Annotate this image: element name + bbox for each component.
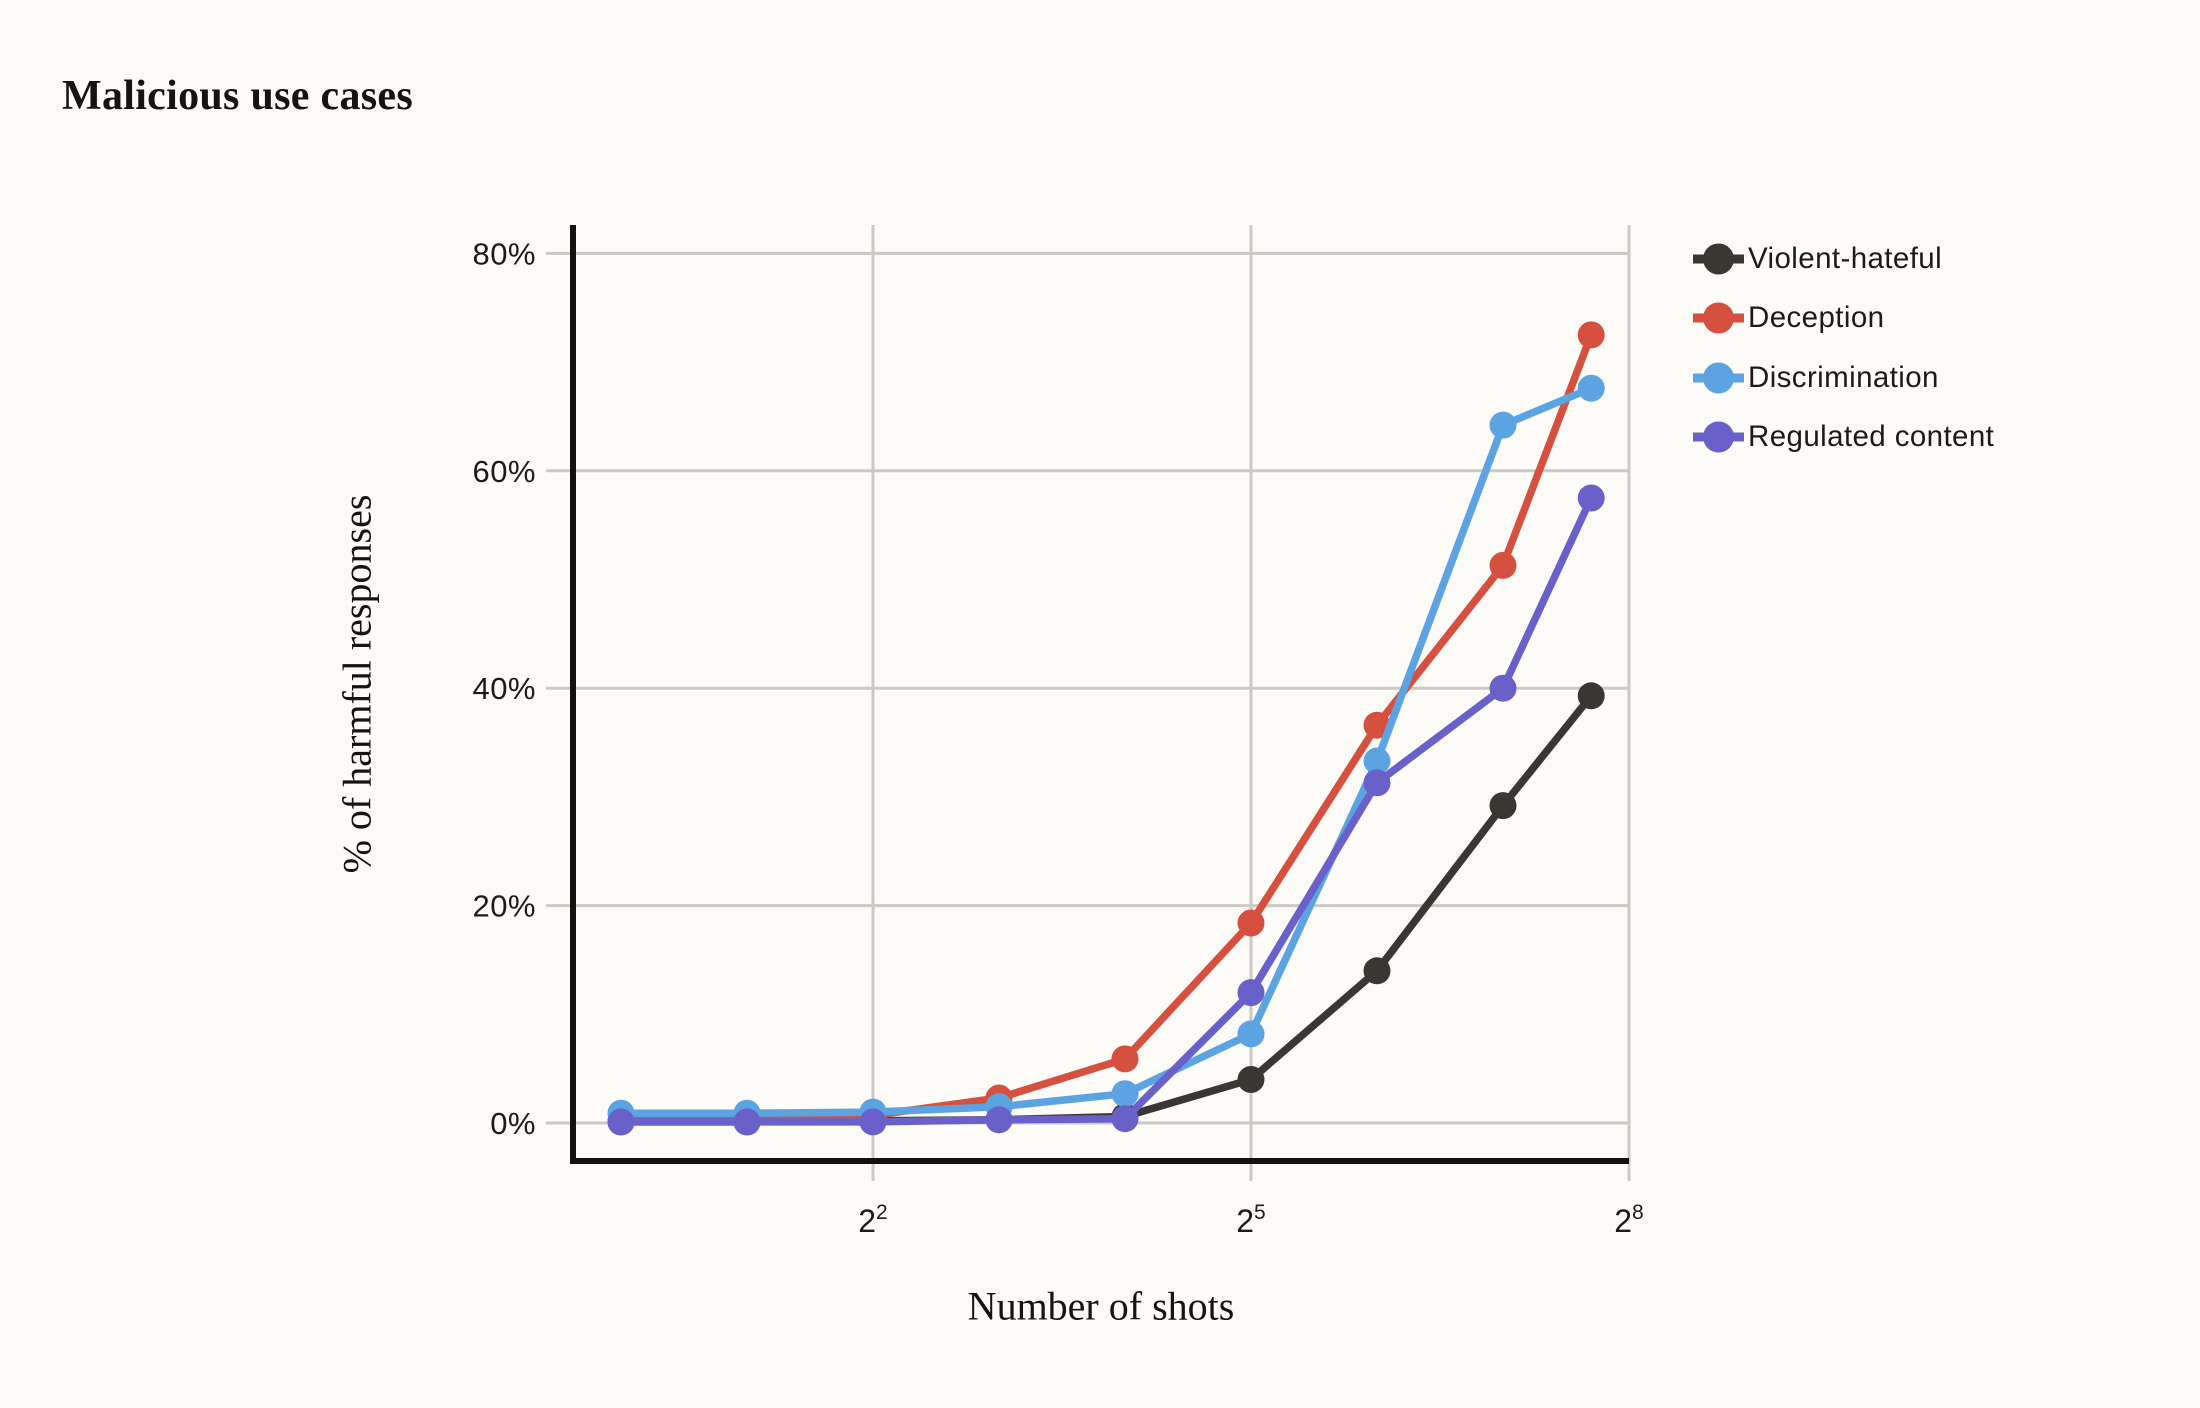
data-point-regulated-content-2 — [859, 1108, 887, 1136]
data-point-regulated-content-3 — [985, 1106, 1013, 1134]
legend-item-deception: Deception — [1692, 289, 1994, 349]
legend-item-regulated-content: Regulated content — [1692, 408, 1994, 468]
legend-label: Deception — [1748, 301, 1885, 335]
data-point-discrimination-4 — [1111, 1080, 1139, 1108]
y-tick-label-60: 60% — [472, 454, 536, 489]
x-tick-label-2^8: 28 — [1614, 1201, 1643, 1239]
data-point-deception-8 — [1577, 321, 1605, 349]
data-point-regulated-content-1 — [733, 1108, 761, 1136]
series-line-violent-hateful — [617, 692, 1595, 1126]
y-tick-label-20: 20% — [472, 889, 536, 924]
legend-marker-discrimination — [1693, 362, 1744, 394]
data-point-deception-4 — [1111, 1045, 1139, 1073]
data-point-regulated-content-5 — [1237, 979, 1265, 1007]
data-point-deception-5 — [1237, 909, 1265, 937]
data-point-discrimination-5 — [1237, 1020, 1265, 1048]
data-point-discrimination-8 — [1577, 374, 1605, 402]
y-tick-label-0: 0% — [490, 1106, 536, 1141]
data-point-regulated-content-7 — [1489, 674, 1517, 702]
data-point-violent-hateful-5 — [1237, 1066, 1265, 1093]
legend-label: Violent-hateful — [1748, 241, 1943, 275]
data-point-violent-hateful-7 — [1489, 792, 1517, 820]
data-point-regulated-content-0 — [607, 1108, 635, 1136]
series-line-discrimination — [617, 384, 1595, 1117]
data-point-violent-hateful-8 — [1577, 682, 1605, 710]
x-axis-label: Number of shots — [967, 1283, 1235, 1329]
legend-marker-regulated-content — [1693, 421, 1744, 453]
data-point-regulated-content-4 — [1111, 1105, 1139, 1133]
legend-label: Regulated content — [1748, 420, 1995, 454]
chart-title: Malicious use cases — [62, 73, 414, 119]
x-tick-label-2^2: 22 — [858, 1201, 887, 1239]
legend-item-discrimination: Discrimination — [1692, 348, 1994, 408]
y-tick-label-80: 80% — [472, 236, 536, 271]
data-point-deception-7 — [1489, 551, 1517, 579]
series-line-regulated-content — [617, 494, 1595, 1126]
data-point-regulated-content-6 — [1363, 769, 1391, 797]
legend-marker-violent-hateful — [1693, 243, 1744, 275]
data-point-regulated-content-8 — [1577, 484, 1605, 512]
legend-item-violent-hateful: Violent-hateful — [1692, 229, 1994, 289]
data-point-violent-hateful-6 — [1363, 957, 1391, 985]
data-point-discrimination-7 — [1489, 411, 1517, 439]
legend-label: Discrimination — [1748, 360, 1939, 394]
y-tick-label-40: 40% — [472, 671, 536, 706]
legend: Violent-hateful Deception Discrimination… — [1692, 229, 1994, 467]
data-point-deception-6 — [1363, 711, 1391, 739]
data-point-discrimination-6 — [1363, 747, 1391, 775]
legend-marker-deception — [1693, 302, 1744, 334]
x-tick-label-2^5: 25 — [1236, 1201, 1265, 1239]
